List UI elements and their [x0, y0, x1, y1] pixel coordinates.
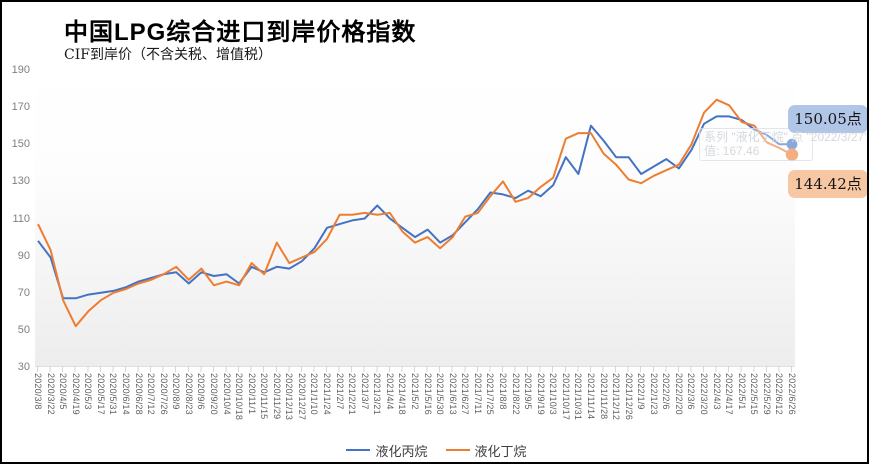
butane-line-swatch-icon: [445, 449, 470, 451]
x-axis-label: 2020/9/20: [208, 373, 219, 415]
legend-label-butane: 液化丁烷: [474, 443, 527, 459]
x-axis-label: 2020/6/14: [120, 373, 131, 415]
x-axis-label: 2021/5/16: [422, 373, 433, 415]
y-axis-label: 50: [17, 323, 30, 336]
x-axis-label: 2020/12/13: [284, 373, 295, 421]
hover-tooltip-box: [699, 128, 813, 161]
y-axis-label: 70: [17, 286, 30, 299]
x-axis-label: 2020/3/22: [45, 373, 56, 415]
y-axis-label: 110: [12, 212, 30, 225]
x-axis-label: 2022/3/6: [686, 373, 697, 410]
y-axis-label: 150: [11, 138, 30, 151]
hover-tooltip: 系列 "液化丁烷" 点 "2022/3/27" 值: 167.46: [704, 130, 869, 158]
x-axis-label: 2020/5/31: [108, 373, 119, 415]
x-axis-label: 2021/11/14: [585, 373, 596, 420]
x-axis-label: 2020/4/5: [58, 373, 69, 410]
x-axis-label: 2022/1/23: [648, 373, 659, 415]
x-axis-label: 2020/7/26: [158, 373, 169, 415]
x-axis-label: 2021/10/3: [548, 373, 559, 415]
propane-end-marker: [786, 138, 798, 150]
x-axis-label: 2021/7/11: [472, 373, 483, 415]
x-axis-label: 2022/6/26: [787, 373, 797, 415]
x-axis-label: 2021/8/22: [510, 373, 521, 415]
propane-value-badge: 150.05点: [788, 105, 867, 133]
x-axis-label: 2020/8/23: [183, 373, 194, 415]
legend-label-propane: 液化丙烷: [375, 443, 428, 459]
x-axis-label: 2021/3/21: [372, 373, 383, 415]
butane-value-badge: 144.42点: [788, 170, 867, 198]
x-axis-label: 2020/3/8: [33, 373, 43, 410]
x-axis-label: 2021/12/12: [611, 373, 622, 421]
x-axis-label: 2021/10/17: [560, 373, 571, 421]
plot-area[interactable]: [35, 70, 799, 367]
y-axis-label: 30: [17, 361, 30, 373]
x-axis-label: 2021/9/19: [535, 373, 546, 415]
propane-line-swatch-icon: [346, 449, 371, 451]
x-axis-label: 2021/3/7: [359, 373, 370, 410]
y-axis-label: 170: [11, 101, 30, 114]
x-axis-label: 2022/2/20: [673, 373, 684, 415]
x-axis-label: 2022/5/15: [749, 373, 760, 415]
butane-end-marker: [785, 148, 799, 161]
x-axis-label: 2021/9/5: [523, 373, 534, 410]
x-axis-label: 2022/1/9: [636, 373, 647, 410]
x-axis-label: 2021/11/28: [598, 373, 609, 420]
x-axis-label: 2022/4/17: [724, 373, 735, 415]
legend-item-propane: 液化丙烷: [346, 441, 428, 460]
x-axis-label: 2022/5/1: [736, 373, 747, 410]
x-axis-label: 2021/6/13: [447, 373, 458, 415]
x-axis-label: 2022/2/6: [661, 373, 672, 410]
x-axis-label: 2020/12/27: [296, 373, 307, 421]
x-axis-label: 2020/9/6: [196, 373, 207, 410]
x-axis-label: 2020/11/29: [271, 373, 282, 420]
series-plot: [37, 98, 799, 328]
x-axis-label: 2020/8/9: [171, 373, 182, 410]
x-axis-label: 2021/2/7: [334, 373, 345, 410]
x-axis-label: 2021/5/30: [435, 373, 446, 415]
x-axis-label: 2020/5/3: [83, 373, 94, 410]
x-axis-label: 2022/4/3: [711, 373, 722, 410]
x-axis-label: 2021/5/2: [410, 373, 420, 410]
x-axis-label: 2021/1/24: [322, 373, 333, 415]
x-axis-label: 2020/10/4: [221, 373, 232, 415]
x-axis-label: 2020/5/17: [95, 373, 106, 415]
x-axis-label: 2021/12/26: [623, 373, 634, 421]
x-axis-tick-marks: [35, 366, 795, 372]
x-axis-label: 2021/4/18: [397, 373, 408, 415]
x-axis-label: 2021/4/4: [384, 373, 395, 410]
y-axis-label: 190: [11, 64, 30, 76]
x-axis-label: 2021/8/8: [497, 373, 508, 410]
butane-series-line: [37, 98, 793, 328]
tooltip-series-point: 系列 "液化丁烷" 点 "2022/3/27": [704, 130, 869, 144]
propane-series-line: [37, 115, 793, 300]
chart-title: 中国LPG综合进口到岸价格指数: [64, 19, 417, 46]
x-axis-label: 2022/5/29: [761, 373, 772, 415]
x-axis-label: 2020/11/15: [259, 373, 270, 420]
chart-subtitle: CIF到岸价（不含关税、增值税）: [64, 47, 272, 63]
x-axis-label: 2020/7/12: [146, 373, 157, 415]
tooltip-value: 值: 167.46: [704, 144, 760, 158]
x-axis-label: 2020/4/19: [70, 373, 81, 415]
y-axis-label: 90: [17, 249, 30, 262]
x-axis-label: 2022/6/12: [774, 373, 785, 415]
x-axis-label: 2021/6/27: [460, 373, 471, 415]
x-axis-label: 2020/6/28: [133, 373, 144, 415]
legend: 液化丙烷 液化丁烷: [2, 440, 867, 460]
x-axis-label: 2022/3/20: [699, 373, 710, 415]
x-axis-label: 2021/7/25: [485, 373, 496, 415]
x-axis-label: 2020/11/1: [246, 373, 257, 415]
legend-item-butane: 液化丁烷: [445, 441, 527, 460]
x-axis-label: 2021/1/10: [309, 373, 320, 415]
x-axis-label: 2021/10/31: [573, 373, 584, 421]
x-axis-label: 2020/10/18: [234, 373, 245, 421]
y-axis-label: 130: [11, 175, 30, 188]
x-axis-label: 2021/2/21: [347, 373, 358, 415]
